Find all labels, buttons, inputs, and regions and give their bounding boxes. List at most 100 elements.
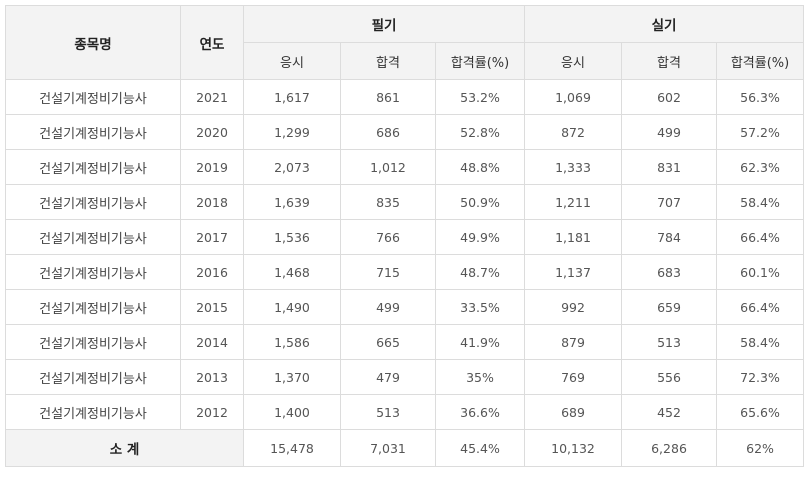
total-practical-pass-rate: 62%: [716, 429, 805, 467]
cell-subject: 건설기계정비기능사: [5, 149, 181, 185]
cell-written-applicants: 1,299: [243, 114, 341, 150]
table-row: 건설기계정비기능사 2019 2,073 1,012 48.8% 1,333 831 62.3…: [5, 149, 805, 185]
cell-written-pass-rate: 36.6%: [434, 394, 526, 430]
table-row: 건설기계정비기능사 2016 1,468 715 48.7% 1,137 683 60.1%: [5, 254, 805, 290]
cell-practical-applicants: 1,137: [524, 254, 623, 290]
cell-written-passed: 665: [340, 324, 436, 360]
header-written-pass-rate: 합격률(%): [434, 42, 526, 80]
cell-written-pass-rate: 48.7%: [434, 254, 526, 290]
cell-written-passed: 479: [340, 359, 436, 395]
pass-rate-table: 종목명 연도 필기 실기 응시 합격 합격률(%) 응시 합격 합격률(%) 건…: [5, 5, 805, 467]
header-written-applicants: 응시: [243, 42, 341, 80]
header-practical: 실기: [524, 5, 805, 43]
cell-written-applicants: 2,073: [243, 149, 341, 185]
cell-written-passed: 513: [340, 394, 436, 430]
cell-practical-passed: 556: [621, 359, 718, 395]
header-practical-applicants: 응시: [524, 42, 623, 80]
total-written-applicants: 15,478: [243, 429, 341, 467]
cell-practical-pass-rate: 66.4%: [716, 219, 805, 255]
cell-practical-pass-rate: 57.2%: [716, 114, 805, 150]
table-row: 건설기계정비기능사 2018 1,639 835 50.9% 1,211 707 58.4%: [5, 184, 805, 220]
cell-written-passed: 715: [340, 254, 436, 290]
cell-year: 2014: [180, 324, 244, 360]
cell-practical-passed: 452: [621, 394, 718, 430]
cell-year: 2012: [180, 394, 244, 430]
header-practical-passed: 합격: [621, 42, 718, 80]
cell-written-applicants: 1,400: [243, 394, 341, 430]
table-row: 건설기계정비기능사 2014 1,586 665 41.9% 879 513 58.4%: [5, 324, 805, 360]
cell-practical-applicants: 769: [524, 359, 623, 395]
cell-practical-applicants: 1,181: [524, 219, 623, 255]
cell-written-pass-rate: 52.8%: [434, 114, 526, 150]
cell-subject: 건설기계정비기능사: [5, 289, 181, 325]
cell-subject: 건설기계정비기능사: [5, 219, 181, 255]
cell-written-applicants: 1,370: [243, 359, 341, 395]
total-label: 소 계: [5, 429, 244, 467]
cell-subject: 건설기계정비기능사: [5, 184, 181, 220]
header-written-passed: 합격: [340, 42, 436, 80]
cell-practical-pass-rate: 58.4%: [716, 324, 805, 360]
cell-year: 2015: [180, 289, 244, 325]
cell-year: 2021: [180, 79, 244, 115]
cell-practical-passed: 602: [621, 79, 718, 115]
cell-practical-applicants: 872: [524, 114, 623, 150]
cell-year: 2016: [180, 254, 244, 290]
cell-practical-pass-rate: 62.3%: [716, 149, 805, 185]
cell-practical-pass-rate: 60.1%: [716, 254, 805, 290]
cell-written-applicants: 1,468: [243, 254, 341, 290]
cell-practical-applicants: 1,333: [524, 149, 623, 185]
total-written-pass-rate: 45.4%: [434, 429, 526, 467]
cell-practical-pass-rate: 66.4%: [716, 289, 805, 325]
cell-written-pass-rate: 41.9%: [434, 324, 526, 360]
total-written-passed: 7,031: [340, 429, 436, 467]
cell-written-applicants: 1,490: [243, 289, 341, 325]
cell-year: 2020: [180, 114, 244, 150]
cell-year: 2013: [180, 359, 244, 395]
cell-written-applicants: 1,536: [243, 219, 341, 255]
table-row: 건설기계정비기능사 2017 1,536 766 49.9% 1,181 784 66.4%: [5, 219, 805, 255]
cell-written-applicants: 1,586: [243, 324, 341, 360]
table-row: 건설기계정비기능사 2013 1,370 479 35% 769 556 72.3%: [5, 359, 805, 395]
cell-written-passed: 686: [340, 114, 436, 150]
cell-subject: 건설기계정비기능사: [5, 79, 181, 115]
cell-practical-passed: 707: [621, 184, 718, 220]
table-row: 건설기계정비기능사 2012 1,400 513 36.6% 689 452 65.6%: [5, 394, 805, 430]
table-row: 건설기계정비기능사 2021 1,617 861 53.2% 1,069 602 56.3%: [5, 79, 805, 115]
cell-practical-applicants: 992: [524, 289, 623, 325]
cell-subject: 건설기계정비기능사: [5, 359, 181, 395]
cell-written-passed: 861: [340, 79, 436, 115]
cell-subject: 건설기계정비기능사: [5, 114, 181, 150]
cell-written-passed: 499: [340, 289, 436, 325]
cell-practical-applicants: 1,211: [524, 184, 623, 220]
cell-subject: 건설기계정비기능사: [5, 324, 181, 360]
cell-written-pass-rate: 35%: [434, 359, 526, 395]
cell-practical-applicants: 689: [524, 394, 623, 430]
cell-written-pass-rate: 50.9%: [434, 184, 526, 220]
header-subject: 종목명: [5, 5, 181, 80]
cell-practical-passed: 659: [621, 289, 718, 325]
cell-written-passed: 835: [340, 184, 436, 220]
header-written: 필기: [242, 5, 526, 43]
cell-written-pass-rate: 33.5%: [434, 289, 526, 325]
total-row: 소 계 15,478 7,031 45.4% 10,132 6,286 62%: [5, 429, 805, 467]
cell-practical-pass-rate: 65.6%: [716, 394, 805, 430]
cell-written-applicants: 1,617: [243, 79, 341, 115]
cell-practical-applicants: 1,069: [524, 79, 623, 115]
table-row: 건설기계정비기능사 2020 1,299 686 52.8% 872 499 57.2%: [5, 114, 805, 150]
cell-practical-passed: 784: [621, 219, 718, 255]
cell-practical-applicants: 879: [524, 324, 623, 360]
cell-written-pass-rate: 48.8%: [434, 149, 526, 185]
total-practical-applicants: 10,132: [524, 429, 623, 467]
cell-practical-passed: 499: [621, 114, 718, 150]
cell-year: 2019: [180, 149, 244, 185]
total-practical-passed: 6,286: [621, 429, 718, 467]
cell-written-pass-rate: 53.2%: [434, 79, 526, 115]
cell-practical-passed: 513: [621, 324, 718, 360]
cell-practical-passed: 683: [621, 254, 718, 290]
cell-practical-pass-rate: 58.4%: [716, 184, 805, 220]
cell-written-applicants: 1,639: [243, 184, 341, 220]
header-year: 연도: [180, 5, 244, 80]
cell-subject: 건설기계정비기능사: [5, 254, 181, 290]
pass-rate-table-container: 종목명 연도 필기 실기 응시 합격 합격률(%) 응시 합격 합격률(%) 건…: [5, 5, 805, 467]
table-body: 건설기계정비기능사 2021 1,617 861 53.2% 1,069 602 56.3% 건…: [5, 79, 805, 430]
